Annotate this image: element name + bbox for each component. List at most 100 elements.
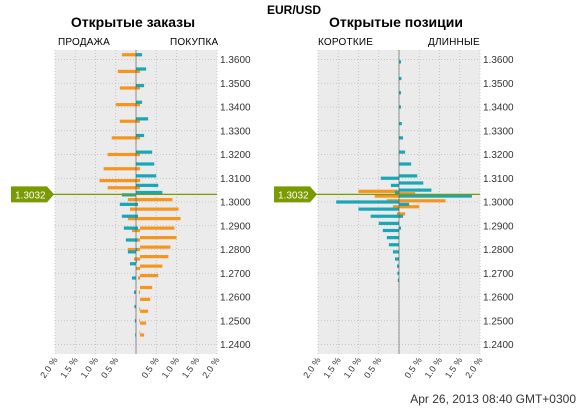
orange-bar	[399, 199, 446, 203]
teal-bar	[136, 214, 139, 218]
y-tick-label: 1.3500	[483, 79, 514, 90]
orange-bar	[121, 53, 141, 57]
orange-bar	[111, 136, 141, 140]
teal-bar	[136, 202, 139, 206]
teal-bar	[136, 100, 143, 104]
orange-bar	[392, 205, 399, 209]
y-tick-label: 1.3400	[220, 103, 251, 114]
orange-bar	[140, 285, 153, 290]
x-tick-label: 1.5 %	[443, 355, 464, 380]
y-tick-label: 1.3300	[483, 126, 514, 137]
teal-bar	[119, 202, 136, 206]
positions-panel-title: Открытые позиции	[329, 14, 463, 30]
orange-bar	[374, 194, 399, 198]
teal-bar	[121, 214, 136, 218]
orange-bar	[133, 257, 141, 261]
teal-bar	[136, 238, 138, 242]
x-tick-label: 1.0 %	[79, 355, 100, 380]
timestamp: Apr 26, 2013 08:40 GMT+0300	[410, 392, 576, 406]
orange-bar	[140, 297, 151, 301]
orange-bar	[140, 309, 149, 313]
positions-left-label: КОРОТКИЕ	[318, 37, 374, 48]
teal-bar	[136, 190, 163, 195]
teal-bar	[136, 183, 159, 187]
teal-bar	[399, 76, 402, 81]
x-tick-label: 2.0 %	[200, 355, 221, 380]
orange-bar	[136, 266, 141, 271]
orders-left-label: ПРОДАЖА	[58, 37, 110, 48]
y-tick-label: 1.3200	[483, 150, 514, 161]
teal-bar	[399, 181, 424, 185]
teal-bar	[136, 174, 157, 178]
teal-bar	[382, 228, 399, 233]
x-tick-label: 1.5 %	[321, 355, 342, 380]
current-price-label: 1.3032	[15, 190, 46, 201]
orange-bar	[140, 245, 171, 249]
orange-bar	[107, 152, 141, 157]
teal-bar	[136, 247, 138, 252]
teal-bar	[397, 278, 399, 282]
y-tick-label: 1.2600	[220, 293, 251, 304]
orange-bar	[115, 103, 141, 107]
y-tick-label: 1.3600	[483, 55, 514, 66]
orange-bar	[399, 212, 406, 216]
teal-bar	[399, 162, 412, 166]
orange-bar	[399, 205, 420, 209]
current-price-label: 1.3032	[278, 190, 309, 201]
orange-bar	[129, 207, 141, 211]
teal-bar	[396, 264, 399, 268]
teal-bar	[399, 214, 404, 218]
teal-bar	[399, 226, 402, 230]
teal-bar	[336, 200, 399, 204]
orange-bar	[140, 333, 145, 337]
orange-bar	[103, 167, 141, 171]
x-tick-label: 1.0 %	[160, 355, 181, 380]
orange-bar	[140, 207, 179, 211]
orange-bar	[119, 119, 141, 123]
teal-bar	[123, 226, 136, 230]
orange-bar	[140, 264, 163, 268]
panel-0: 1.3600 1.3500 1.3400 1.3300 1.3200 1.3100 1.30…	[11, 50, 251, 380]
y-tick-label: 1.2700	[220, 269, 251, 280]
orange-bar	[358, 189, 399, 193]
teal-bar	[399, 202, 410, 206]
y-tick-label: 1.3000	[483, 198, 514, 209]
x-tick-label: 0.5 %	[99, 355, 120, 380]
teal-bar	[399, 60, 402, 64]
teal-bar	[136, 150, 153, 154]
teal-bar	[399, 136, 404, 140]
positions-right-label: ДЛИННЫЕ	[428, 37, 480, 48]
teal-bar	[134, 304, 136, 309]
x-tick-label: 0.5 %	[139, 355, 160, 380]
y-tick-label: 1.2400	[220, 340, 251, 351]
x-tick-label: 1.0 %	[423, 355, 444, 380]
teal-bar	[394, 257, 399, 261]
y-tick-label: 1.3500	[220, 79, 251, 90]
teal-bar	[129, 262, 136, 266]
current-price-marker	[11, 186, 54, 203]
teal-bar	[399, 91, 402, 95]
y-tick-label: 1.3200	[220, 150, 251, 161]
y-tick-label: 1.2900	[483, 221, 514, 232]
teal-bar	[386, 236, 399, 240]
orange-bar	[140, 255, 169, 259]
y-tick-label: 1.3300	[220, 126, 251, 137]
y-tick-label: 1.2800	[483, 245, 514, 256]
orange-bar	[140, 217, 181, 221]
teal-bar	[133, 290, 136, 294]
teal-bar	[127, 250, 136, 254]
teal-bar	[399, 194, 472, 198]
teal-bar	[136, 84, 145, 88]
orange-bar	[139, 331, 141, 335]
y-tick-label: 1.3100	[220, 174, 251, 185]
x-tick-label: 2.0 %	[38, 355, 59, 380]
teal-bar	[136, 133, 145, 138]
orange-bar	[396, 212, 399, 216]
orange-bar	[127, 198, 141, 202]
x-tick-label: 2.0 %	[463, 355, 484, 380]
orange-bar	[140, 321, 147, 325]
teal-bar	[394, 190, 399, 195]
teal-bar	[358, 207, 399, 211]
orange-bar	[139, 319, 141, 323]
teal-bar	[399, 174, 418, 178]
